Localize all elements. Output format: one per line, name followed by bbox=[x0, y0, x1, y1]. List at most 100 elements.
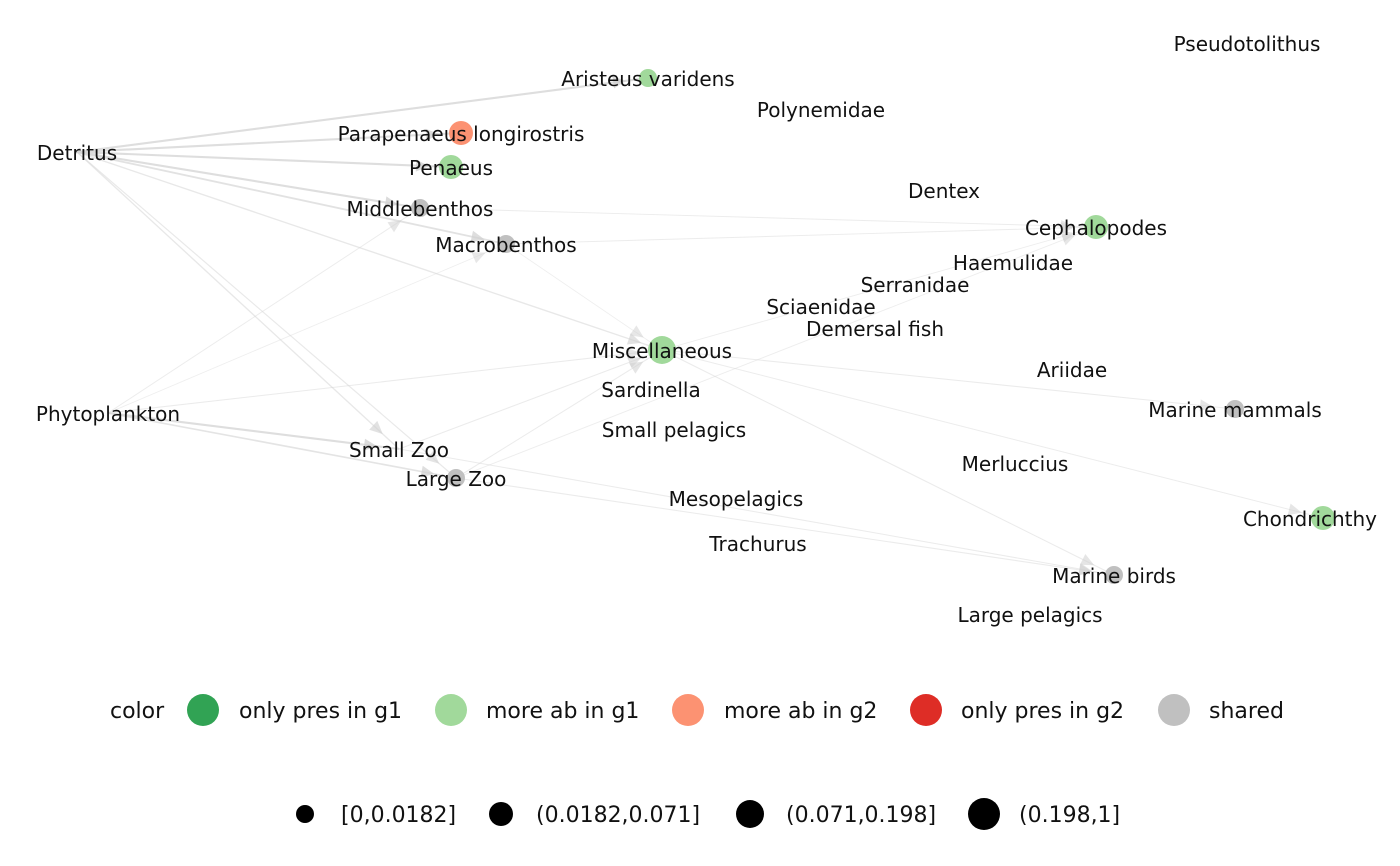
legend-swatch-shared bbox=[1158, 694, 1190, 726]
nodes-layer bbox=[411, 69, 1335, 584]
node-chondrichthy bbox=[1311, 506, 1335, 530]
arrowhead-detritus-to-parapenaeus bbox=[425, 128, 439, 141]
node-label-large_zoo: Large Zoo bbox=[406, 467, 507, 491]
node-label-marine_birds: Marine birds bbox=[1052, 564, 1176, 588]
arrowhead-phytoplankton-to-small_zoo bbox=[363, 438, 378, 451]
node-marine_birds bbox=[1105, 566, 1123, 584]
legend-label-shared: shared bbox=[1209, 699, 1284, 724]
arrowhead-detritus-to-macrobenthos bbox=[470, 230, 485, 243]
legend-label-more-ab-g1: more ab in g1 bbox=[486, 699, 639, 724]
arrowhead-detritus-to-aristeus bbox=[612, 76, 627, 89]
node-label-serranidae: Serranidae bbox=[861, 273, 970, 297]
arrowhead-miscellaneous-to-chondrichthy bbox=[1287, 503, 1302, 516]
edge-detritus-to-aristeus bbox=[76, 76, 649, 154]
node-label-cephalopodes: Cephalopodes bbox=[1025, 216, 1167, 240]
node-label-small_pelagics: Small pelagics bbox=[602, 418, 746, 442]
edge-large_zoo-to-marine_birds bbox=[455, 477, 1115, 576]
arrowhead-phytoplankton-to-macrobenthos bbox=[471, 252, 486, 264]
arrowhead-miscellaneous-to-marine_birds bbox=[1080, 554, 1095, 566]
legend-item-only-pres-g1: only pres in g1 bbox=[187, 694, 402, 726]
node-parapenaeus bbox=[449, 121, 473, 145]
node-label-demersal: Demersal fish bbox=[806, 317, 944, 341]
node-label-miscellaneous: Miscellaneous bbox=[592, 339, 732, 363]
node-penaeus bbox=[439, 155, 463, 179]
edge-large_zoo-to-cephalopodes bbox=[455, 226, 1097, 479]
arrowhead-detritus-to-penaeus bbox=[415, 159, 429, 172]
size-swatch-3 bbox=[736, 800, 764, 828]
node-cephalopodes bbox=[1084, 215, 1108, 239]
arrowhead-detritus-to-small_zoo bbox=[369, 420, 383, 435]
size-label-2: (0.0182,0.071] bbox=[536, 803, 700, 828]
node-label-penaeus: Penaeus bbox=[409, 156, 493, 180]
edge-miscellaneous-to-cephalopodes bbox=[661, 226, 1097, 351]
size-label-3: (0.071,0.198] bbox=[786, 803, 936, 828]
legend-swatch-more-ab-g2 bbox=[672, 694, 704, 726]
edge-middlebenthos-to-cephalopodes bbox=[419, 207, 1097, 228]
edge-small_zoo-to-marine_birds bbox=[398, 448, 1115, 576]
node-aristeus bbox=[639, 69, 657, 87]
edge-phytoplankton-to-macrobenthos bbox=[107, 243, 507, 414]
arrowhead-detritus-to-large_zoo bbox=[425, 450, 440, 464]
edge-detritus-to-small_zoo bbox=[76, 151, 400, 450]
node-label-aristeus: Aristeus varidens bbox=[561, 67, 734, 91]
node-label-chondrichthy: Chondrichthy bbox=[1243, 507, 1377, 531]
legend-swatch-only-pres-g1 bbox=[187, 694, 219, 726]
edge-phytoplankton-to-small_zoo bbox=[107, 411, 400, 451]
edge-small_zoo-to-miscellaneous bbox=[398, 349, 663, 450]
size-swatch-1 bbox=[296, 805, 314, 823]
legend-swatch-more-ab-g1 bbox=[435, 694, 467, 726]
arrowhead-phytoplankton-to-middlebenthos bbox=[387, 220, 402, 233]
edge-detritus-to-large_zoo bbox=[76, 151, 457, 479]
legend: color only pres in g1 more ab in g1 more… bbox=[110, 694, 1284, 830]
legend-label-only-pres-g1: only pres in g1 bbox=[239, 699, 402, 724]
arrowhead-detritus-to-miscellaneous bbox=[626, 333, 642, 345]
node-label-phytoplankton: Phytoplankton bbox=[36, 402, 180, 426]
legend-item-shared: shared bbox=[1158, 694, 1284, 726]
size-legend-item-3: (0.071,0.198] bbox=[736, 800, 936, 828]
edge-miscellaneous-to-marine_birds bbox=[661, 349, 1115, 576]
legend-swatch-only-pres-g2 bbox=[910, 694, 942, 726]
edge-miscellaneous-to-chondrichthy bbox=[661, 349, 1324, 519]
node-label-trachurus: Trachurus bbox=[708, 532, 806, 556]
arrowhead-large_zoo-to-miscellaneous bbox=[629, 361, 644, 374]
node-label-marine_mammals: Marine mammals bbox=[1148, 398, 1322, 422]
color-legend-title: color bbox=[110, 699, 165, 724]
node-large_zoo bbox=[447, 469, 465, 487]
arrowhead-miscellaneous-to-cephalopodes bbox=[1060, 230, 1075, 243]
arrows-layer bbox=[363, 76, 1302, 576]
arrowhead-miscellaneous-to-marine_mammals bbox=[1199, 399, 1214, 412]
arrowhead-phytoplankton-to-large_zoo bbox=[420, 465, 435, 478]
node-marine_mammals bbox=[1226, 400, 1244, 418]
edge-phytoplankton-to-large_zoo bbox=[107, 412, 457, 479]
node-label-merluccius: Merluccius bbox=[962, 452, 1069, 476]
node-label-detritus: Detritus bbox=[37, 141, 117, 165]
node-label-sardinella: Sardinella bbox=[601, 378, 700, 402]
edge-detritus-to-middlebenthos bbox=[76, 150, 421, 210]
node-label-sciaenidae: Sciaenidae bbox=[766, 295, 875, 319]
edge-detritus-to-parapenaeus bbox=[76, 131, 462, 154]
node-label-large_pelagics: Large pelagics bbox=[957, 603, 1102, 627]
node-macrobenthos bbox=[497, 235, 515, 253]
size-label-4: (0.198,1] bbox=[1019, 803, 1120, 828]
size-legend-item-4: (0.198,1] bbox=[968, 798, 1120, 830]
edge-detritus-to-miscellaneous bbox=[76, 151, 663, 351]
size-legend-item-1: [0,0.0182] bbox=[296, 803, 456, 828]
node-label-polynemidae: Polynemidae bbox=[757, 98, 885, 122]
node-label-mesopelagics: Mesopelagics bbox=[669, 487, 804, 511]
legend-item-more-ab-g2: more ab in g2 bbox=[672, 694, 877, 726]
edge-macrobenthos-to-cephalopodes bbox=[505, 226, 1097, 245]
arrowhead-macrobenthos-to-cephalopodes bbox=[1060, 222, 1074, 234]
arrowhead-large_zoo-to-marine_birds bbox=[1078, 564, 1093, 576]
node-label-ariidae: Ariidae bbox=[1037, 358, 1107, 382]
node-middlebenthos bbox=[411, 199, 429, 217]
labels-layer: Detritus Aristeus varidens Parapenaeus lon… bbox=[36, 32, 1377, 627]
node-label-pseudotolithus: Pseudotolithus bbox=[1174, 32, 1321, 56]
legend-item-more-ab-g1: more ab in g1 bbox=[435, 694, 639, 726]
size-swatch-2 bbox=[489, 802, 513, 826]
edge-detritus-to-macrobenthos bbox=[76, 151, 507, 245]
node-label-parapenaeus: Parapenaeus longirostris bbox=[338, 122, 585, 146]
edges-layer bbox=[76, 76, 1324, 576]
node-label-haemulidae: Haemulidae bbox=[953, 251, 1073, 275]
legend-label-only-pres-g2: only pres in g2 bbox=[961, 699, 1124, 724]
